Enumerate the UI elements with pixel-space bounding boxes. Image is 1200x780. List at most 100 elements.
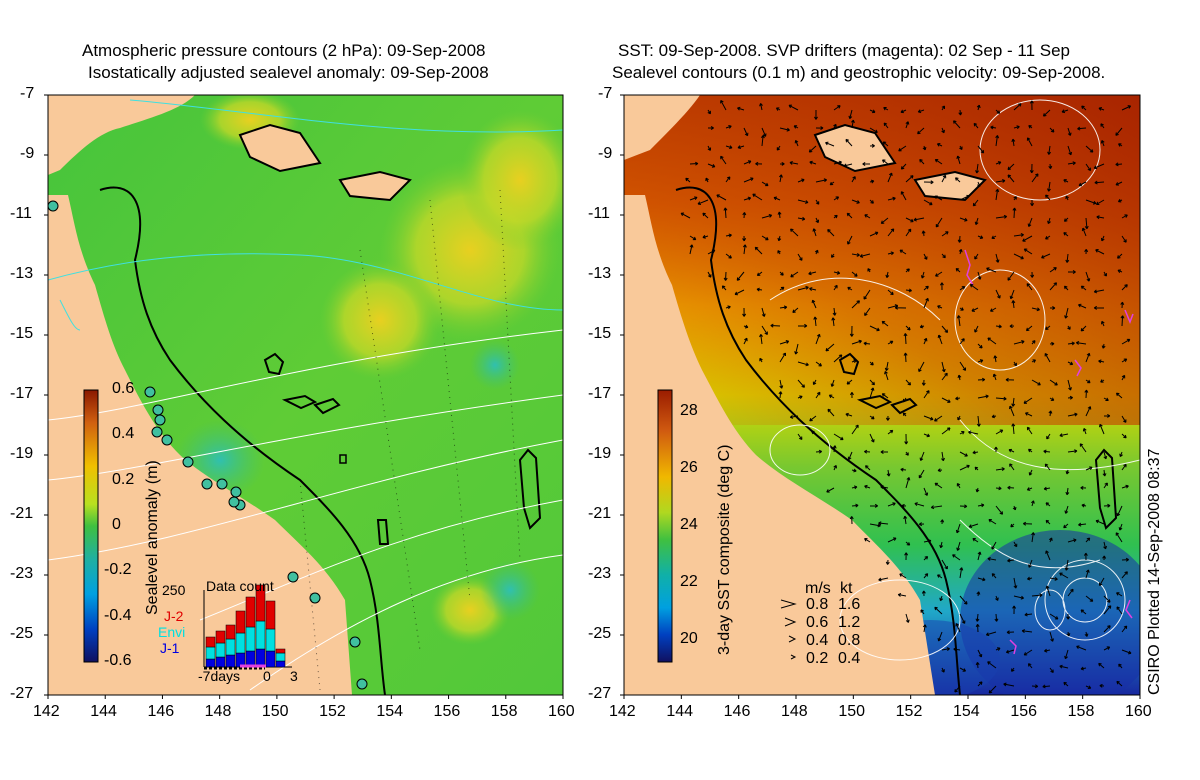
velocity-arrow	[761, 127, 767, 137]
velocity-arrow	[1095, 199, 1105, 206]
velocity-arrow	[900, 109, 907, 114]
velocity-arrow	[814, 249, 819, 255]
velocity-arrow	[1011, 138, 1016, 147]
velocity-arrow	[939, 541, 944, 549]
velocity-arrow	[725, 233, 732, 238]
velocity-arrow	[897, 593, 907, 597]
right-title-line2: Sealevel contours (0.1 m) and geostrophi…	[612, 63, 1106, 82]
velocity-arrow	[869, 109, 876, 114]
velocity-arrow	[1115, 392, 1123, 399]
left-colorbar-tick: -0.2	[104, 561, 132, 579]
velocity-arrow	[921, 230, 926, 237]
lon-tick-label: 152	[895, 703, 923, 720]
histogram-bar	[255, 648, 266, 668]
velocity-arrow	[743, 324, 749, 329]
histogram-bar	[205, 646, 216, 660]
velocity-arrow	[1101, 343, 1106, 349]
velocity-arrow	[959, 595, 968, 605]
velocity-arrow	[1117, 269, 1123, 273]
velocity-arrow	[1011, 300, 1016, 309]
velocity-arrow	[887, 251, 894, 256]
velocity-arrow	[1100, 235, 1105, 242]
velocity-arrow	[923, 337, 928, 345]
velocity-arrow	[1042, 684, 1051, 689]
velocity-arrow	[1121, 649, 1132, 655]
velocity-arrow	[1047, 145, 1052, 155]
velocity-arrow	[1100, 379, 1105, 383]
velocity-arrow	[923, 433, 931, 438]
velocity-arrow	[1080, 325, 1087, 332]
velocity-arrow	[994, 613, 999, 622]
velocity-arrow	[1007, 174, 1015, 183]
velocity-arrow	[851, 485, 858, 490]
velocity-arrow	[957, 415, 961, 421]
lon-tick-label: 160	[1125, 703, 1152, 720]
velocity-arrow	[849, 392, 854, 399]
velocity-arrow	[825, 343, 835, 352]
velocity-arrow	[992, 373, 997, 381]
velocity-arrow	[1028, 469, 1033, 476]
velocity-arrow	[1117, 253, 1123, 259]
velocity-arrow	[761, 181, 769, 187]
velocity-arrow	[777, 211, 782, 219]
velocity-arrow	[833, 284, 838, 291]
velocity-arrow	[848, 109, 853, 120]
velocity-arrow	[779, 305, 788, 310]
velocity-arrow	[794, 139, 799, 147]
left-map	[48, 95, 563, 695]
velocity-arrow	[958, 109, 963, 116]
velocity-arrow	[864, 449, 871, 454]
velocity-arrow	[827, 228, 835, 237]
velocity-arrow	[1027, 217, 1033, 227]
velocity-key-ms: 0.8	[806, 596, 829, 613]
velocity-arrow	[977, 649, 983, 658]
velocity-arrow	[894, 305, 907, 310]
lon-tick-label: 148	[204, 703, 232, 720]
velocity-arrow	[900, 163, 907, 170]
velocity-arrow	[1063, 217, 1069, 222]
velocity-arrow	[1026, 137, 1033, 147]
velocity-arrow	[1080, 609, 1087, 615]
velocity-arrow	[995, 109, 1001, 114]
lon-tick-label: 156	[1010, 703, 1038, 720]
velocity-arrow	[955, 396, 961, 401]
velocity-arrow	[1120, 315, 1125, 327]
velocity-arrow	[1044, 648, 1051, 653]
velocity-key-kt-header: kt	[840, 580, 853, 597]
velocity-arrow	[1024, 612, 1033, 617]
velocity-arrow	[1066, 613, 1071, 620]
velocity-arrow	[1103, 482, 1108, 489]
lat-tick-label: -15	[10, 325, 34, 342]
left-colorbar-tick: 0.4	[112, 425, 135, 443]
velocity-arrow	[885, 559, 890, 565]
velocity-arrow	[971, 307, 979, 312]
lat-tick-label: -25	[10, 625, 34, 642]
velocity-arrow	[847, 286, 853, 291]
velocity-arrow	[991, 414, 997, 419]
velocity-arrow	[922, 624, 927, 633]
velocity-arrow	[1005, 649, 1015, 654]
velocity-arrow	[1118, 523, 1123, 531]
velocity-arrow	[1084, 389, 1089, 399]
histogram-bar	[275, 660, 286, 668]
velocity-arrow	[956, 482, 961, 489]
velocity-arrow	[815, 391, 821, 399]
velocity-arrow	[1026, 283, 1033, 291]
velocity-arrow	[957, 374, 962, 381]
velocity-arrow	[959, 361, 967, 371]
velocity-arrow	[1065, 253, 1070, 263]
velocity-arrow	[941, 397, 951, 403]
velocity-arrow	[991, 541, 997, 550]
velocity-arrow	[825, 141, 835, 147]
lat-tick-label: -13	[588, 265, 612, 282]
velocity-arrow	[918, 522, 925, 527]
velocity-arrow	[797, 178, 805, 183]
velocity-key-kt: 0.8	[838, 632, 861, 649]
velocity-arrow	[918, 469, 925, 479]
velocity-arrow	[1008, 448, 1015, 453]
velocity-arrow	[1049, 306, 1056, 310]
velocity-arrow	[869, 127, 878, 133]
velocity-arrow	[1084, 248, 1089, 255]
velocity-arrow	[968, 430, 979, 435]
velocity-arrow	[1099, 577, 1105, 587]
